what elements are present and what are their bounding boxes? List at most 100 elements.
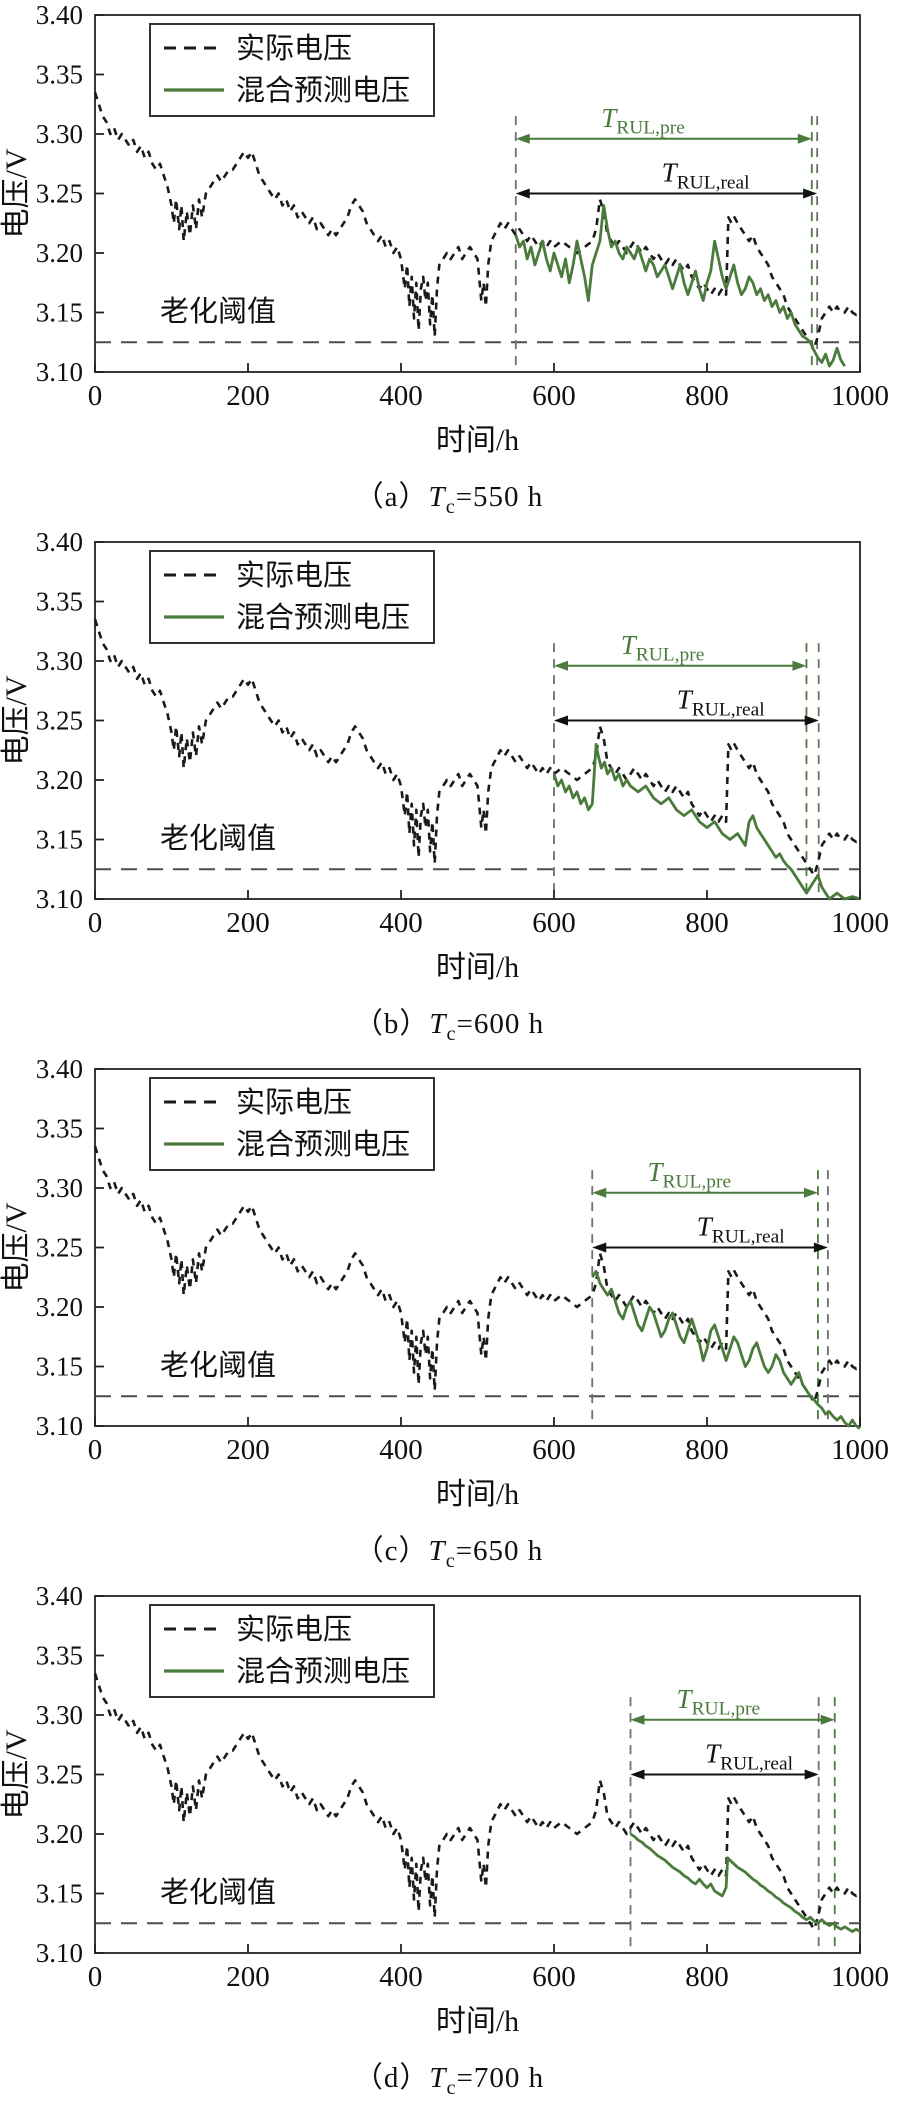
y-tick-label: 3.30 <box>36 119 83 149</box>
legend-predicted-label: 混合预测电压 <box>236 74 410 107</box>
rul-real-label: TRUL,real <box>697 1212 785 1248</box>
x-tick-label: 600 <box>532 380 576 412</box>
legend-box <box>149 1604 435 1698</box>
x-tick-label: 400 <box>379 1434 423 1466</box>
x-tick-label: 0 <box>88 1434 103 1466</box>
chart-panel-d: 老化阈值 TRUL,pre TRUL,real 0 200 400 600 800 1000 3.… <box>0 1581 898 2108</box>
x-axis-title: 时间/h <box>436 951 519 984</box>
arrowhead <box>630 1714 645 1725</box>
legend-actual-label: 实际电压 <box>236 32 352 65</box>
arrowhead <box>804 715 819 726</box>
caption-subscript: c <box>446 2076 457 2099</box>
legend-box <box>149 550 435 644</box>
x-tick-label: 200 <box>226 907 270 939</box>
arrowhead <box>803 1187 818 1198</box>
y-axis-title: 电压/V <box>0 675 33 765</box>
arrowhead <box>797 133 812 144</box>
chart-b-caption: （b）Tc=600 h <box>0 1000 898 1046</box>
x-tick-label: 400 <box>379 907 423 939</box>
y-tick-label: 3.40 <box>36 0 83 30</box>
y-tick-label: 3.30 <box>36 1700 83 1730</box>
y-tick-label: 3.15 <box>36 298 83 328</box>
y-tick-label: 3.35 <box>36 1114 83 1144</box>
y-axis-title: 电压/V <box>0 1202 33 1292</box>
y-tick-label: 3.35 <box>36 60 83 90</box>
caption-index: （a） <box>354 481 429 513</box>
predicted-voltage-line <box>591 1269 861 1430</box>
chart-c-caption: （c）Tc=650 h <box>0 1527 898 1573</box>
caption-value: =650 h <box>455 1535 544 1567</box>
chart-panel-a: 老化阈值 TRUL,pre TRUL,real 0 200 400 600 800 1000 3.… <box>0 0 898 527</box>
caption-symbol: T <box>428 481 446 513</box>
y-tick-label: 3.25 <box>36 179 83 209</box>
legend-actual-label: 实际电压 <box>236 559 352 592</box>
legend-box <box>149 23 435 117</box>
arrowhead <box>592 1187 607 1198</box>
x-tick-label: 800 <box>685 380 729 412</box>
x-tick-label: 800 <box>685 907 729 939</box>
y-tick-label: 3.10 <box>36 1411 83 1441</box>
caption-subscript: c <box>446 1022 457 1045</box>
x-tick-label: 1000 <box>831 1434 889 1466</box>
arrowhead <box>803 188 818 199</box>
chart-panel-c: 老化阈值 TRUL,pre TRUL,real 0 200 400 600 800 1000 3.… <box>0 1054 898 1581</box>
arrowhead <box>515 188 530 199</box>
legend-actual-label: 实际电压 <box>236 1613 352 1646</box>
chart-a-plot: 老化阈值 TRUL,pre TRUL,real 0 200 400 600 800 1000 3.… <box>0 0 889 457</box>
y-tick-label: 3.25 <box>36 1233 83 1263</box>
caption-index: （b） <box>353 1008 430 1040</box>
x-tick-label: 200 <box>226 1434 270 1466</box>
y-tick-label: 3.40 <box>36 1054 83 1084</box>
arrowhead <box>515 133 530 144</box>
rul-real-label: TRUL,real <box>705 1739 793 1775</box>
x-tick-label: 0 <box>88 1961 103 1993</box>
x-tick-label: 600 <box>532 907 576 939</box>
x-axis-title: 时间/h <box>436 1478 519 1511</box>
y-tick-label: 3.40 <box>36 1581 83 1611</box>
y-tick-label: 3.30 <box>36 646 83 676</box>
rul-real-arrow <box>592 1242 828 1253</box>
x-axis-title: 时间/h <box>436 2005 519 2038</box>
rul-real-label: TRUL,real <box>677 685 765 721</box>
rul-pre-label: TRUL,pre <box>647 1157 731 1193</box>
chart-b-plot: 老化阈值 TRUL,pre TRUL,real 0 200 400 600 800 1000 3.… <box>0 527 889 984</box>
rul-real-arrow <box>515 188 818 199</box>
caption-symbol: T <box>429 1008 447 1040</box>
caption-subscript: c <box>445 1549 456 1572</box>
x-tick-label: 600 <box>532 1961 576 1993</box>
x-tick-label: 1000 <box>831 380 889 412</box>
rul-pre-arrow <box>515 133 812 144</box>
x-tick-label: 400 <box>379 380 423 412</box>
legend-predicted-label: 混合预测电压 <box>236 601 410 634</box>
aging-threshold-label: 老化阈值 <box>160 1349 276 1382</box>
legend-actual-label: 实际电压 <box>236 1086 352 1119</box>
y-tick-label: 3.10 <box>36 884 83 914</box>
caption-value: =700 h <box>456 2062 545 2094</box>
chart-a-caption: （a）Tc=550 h <box>0 473 898 519</box>
y-tick-label: 3.20 <box>36 1819 83 1849</box>
actual-voltage-line <box>93 1145 861 1404</box>
y-axis-title: 电压/V <box>0 148 33 238</box>
y-tick-label: 3.10 <box>36 1938 83 1968</box>
x-tick-label: 800 <box>685 1434 729 1466</box>
rul-pre-arrow <box>630 1714 835 1725</box>
arrowhead <box>804 1769 819 1780</box>
rul-pre-label: TRUL,pre <box>677 1684 761 1720</box>
predicted-voltage-line <box>552 742 861 901</box>
x-tick-label: 400 <box>379 1961 423 1993</box>
rul-pre-label: TRUL,pre <box>621 630 705 666</box>
x-tick-label: 200 <box>226 1961 270 1993</box>
rul-pre-label: TRUL,pre <box>601 103 685 139</box>
y-tick-label: 3.25 <box>36 1760 83 1790</box>
x-tick-label: 800 <box>685 1961 729 1993</box>
rul-real-label: TRUL,real <box>662 158 750 194</box>
x-tick-label: 1000 <box>831 1961 889 1993</box>
actual-voltage-line <box>93 618 861 877</box>
aging-threshold-label: 老化阈值 <box>160 822 276 855</box>
y-tick-label: 3.20 <box>36 238 83 268</box>
x-tick-label: 600 <box>532 1434 576 1466</box>
y-tick-label: 3.25 <box>36 706 83 736</box>
